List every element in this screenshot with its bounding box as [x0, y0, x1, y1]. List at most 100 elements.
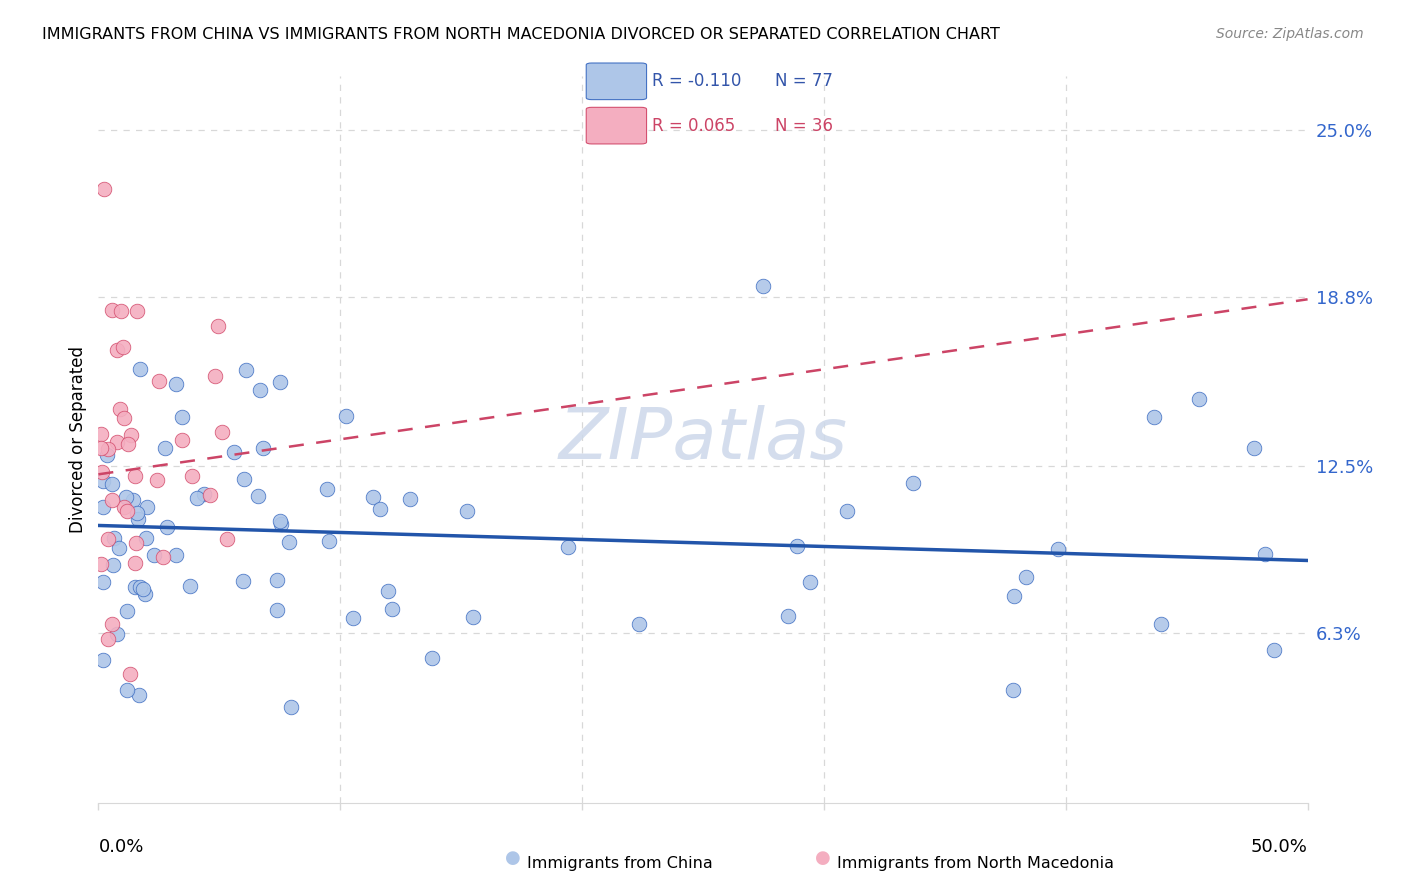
Point: [107, 435, 129, 450]
Point: [399, 491, 422, 506]
Point: [115, 490, 138, 504]
Text: R = 0.065: R = 0.065: [652, 117, 735, 135]
Point: [91, 500, 114, 514]
Point: [278, 534, 301, 549]
Point: [186, 491, 208, 506]
Point: [461, 610, 484, 624]
Point: [1001, 682, 1024, 697]
Point: [165, 548, 187, 562]
Point: [125, 506, 148, 520]
Text: N = 36: N = 36: [776, 117, 834, 135]
Point: [627, 616, 650, 631]
Point: [105, 343, 128, 358]
Point: [198, 488, 221, 502]
Text: R = -0.110: R = -0.110: [652, 72, 741, 90]
Point: [117, 436, 139, 450]
Point: [377, 584, 399, 599]
Point: [1015, 570, 1038, 584]
Point: [124, 469, 146, 483]
Point: [124, 580, 146, 594]
Point: [129, 580, 152, 594]
Point: [778, 608, 800, 623]
Point: [266, 574, 288, 588]
Point: [266, 603, 288, 617]
Point: [179, 579, 201, 593]
Point: [101, 616, 124, 631]
Point: [1143, 410, 1166, 425]
Point: [91, 466, 114, 480]
Point: [90, 558, 112, 572]
Text: N = 77: N = 77: [776, 72, 834, 90]
Point: [91, 653, 114, 667]
Point: [128, 688, 150, 702]
Point: [124, 556, 146, 570]
Point: [270, 516, 292, 531]
Point: [252, 441, 274, 455]
Point: [101, 558, 124, 573]
Point: [420, 650, 443, 665]
Point: [315, 482, 337, 496]
Point: [903, 475, 925, 490]
Point: [90, 427, 112, 442]
Point: [193, 487, 215, 501]
Point: [105, 626, 128, 640]
Text: Source: ZipAtlas.com: Source: ZipAtlas.com: [1216, 27, 1364, 41]
Point: [170, 433, 193, 447]
Point: [342, 610, 364, 624]
Point: [155, 442, 177, 456]
Point: [318, 534, 340, 549]
Point: [148, 374, 170, 388]
Point: [799, 574, 821, 589]
Point: [101, 493, 124, 508]
Point: [837, 504, 859, 518]
Point: [118, 666, 141, 681]
Point: [127, 512, 149, 526]
Point: [122, 492, 145, 507]
Point: [280, 700, 302, 714]
Point: [96, 448, 118, 462]
Point: [129, 361, 152, 376]
Point: [235, 363, 257, 377]
Point: [1253, 547, 1275, 561]
Point: [111, 340, 134, 354]
Point: [249, 384, 271, 398]
Point: [557, 541, 579, 555]
Point: [232, 574, 254, 588]
Point: [91, 574, 114, 589]
Point: [269, 514, 291, 528]
Text: Immigrants from North Macedonia: Immigrants from North Macedonia: [837, 856, 1114, 871]
Point: [752, 278, 775, 293]
Point: [134, 587, 156, 601]
Point: [117, 682, 139, 697]
FancyBboxPatch shape: [586, 63, 647, 100]
Point: [381, 601, 404, 615]
Point: [115, 503, 138, 517]
Point: [97, 442, 120, 456]
Point: [172, 410, 194, 425]
Point: [132, 582, 155, 597]
Point: [101, 476, 124, 491]
Point: [335, 409, 357, 424]
Point: [786, 539, 808, 553]
FancyBboxPatch shape: [586, 107, 647, 144]
Point: [103, 531, 125, 545]
Text: ZIPatlas: ZIPatlas: [558, 405, 848, 474]
Text: 0.0%: 0.0%: [98, 838, 143, 855]
Point: [269, 376, 291, 390]
Point: [246, 489, 269, 503]
Point: [91, 475, 114, 489]
Point: [215, 532, 238, 546]
Point: [152, 549, 174, 564]
Point: [146, 473, 169, 487]
Point: [1150, 616, 1173, 631]
Point: [125, 535, 148, 549]
Point: [110, 304, 132, 318]
Point: [97, 532, 120, 546]
Point: [204, 369, 226, 384]
Point: [456, 504, 478, 518]
Point: [136, 500, 159, 515]
Point: [135, 531, 157, 545]
Point: [361, 490, 384, 504]
Point: [100, 303, 122, 318]
Point: [181, 468, 204, 483]
